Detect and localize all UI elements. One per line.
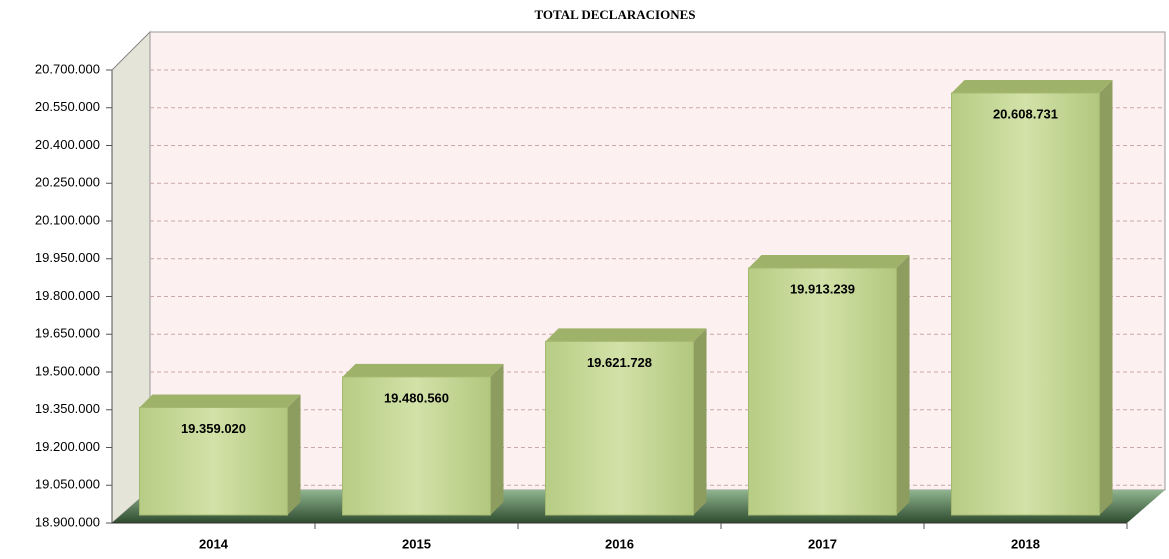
value-label: 19.359.020 [181, 421, 246, 436]
value-label: 19.913.239 [790, 281, 855, 296]
value-label: 19.480.560 [384, 390, 449, 405]
y-tick-label: 19.050.000 [35, 477, 100, 492]
y-tick-label: 20.550.000 [35, 99, 100, 114]
x-tick-label: 2016 [605, 536, 634, 551]
y-tick-label: 18.900.000 [35, 514, 100, 529]
y-tick-label: 19.200.000 [35, 439, 100, 454]
y-tick-label: 19.650.000 [35, 326, 100, 341]
bar-top [545, 328, 707, 342]
y-tick-label: 20.400.000 [35, 137, 100, 152]
y-tick-label: 19.800.000 [35, 288, 100, 303]
x-tick-label: 2017 [808, 536, 837, 551]
y-tick-label: 19.950.000 [35, 250, 100, 265]
y-tick-label: 20.100.000 [35, 212, 100, 227]
x-tick-label: 2018 [1011, 536, 1040, 551]
bar [545, 340, 694, 516]
bar-side [1099, 79, 1113, 516]
bar [951, 92, 1100, 516]
bar-side [490, 363, 504, 515]
chart-title: TOTAL DECLARACIONES [535, 7, 696, 22]
value-label: 20.608.731 [993, 106, 1058, 121]
y-tick-label: 20.250.000 [35, 175, 100, 190]
y-tick-label: 19.350.000 [35, 401, 100, 416]
value-label: 19.621.728 [587, 355, 652, 370]
bar-side [896, 255, 910, 515]
bar [139, 406, 288, 516]
bar [342, 376, 491, 516]
bar-side [287, 394, 301, 515]
bar-side [693, 328, 707, 515]
y-tick-label: 20.700.000 [35, 61, 100, 76]
x-tick-label: 2015 [402, 536, 431, 551]
x-tick-label: 2014 [199, 536, 229, 551]
bar-top [139, 394, 301, 408]
y-tick-label: 19.500.000 [35, 363, 100, 378]
bar-top [951, 79, 1113, 93]
bar-top [748, 255, 910, 269]
bar [748, 267, 897, 516]
bar-top [342, 363, 504, 377]
